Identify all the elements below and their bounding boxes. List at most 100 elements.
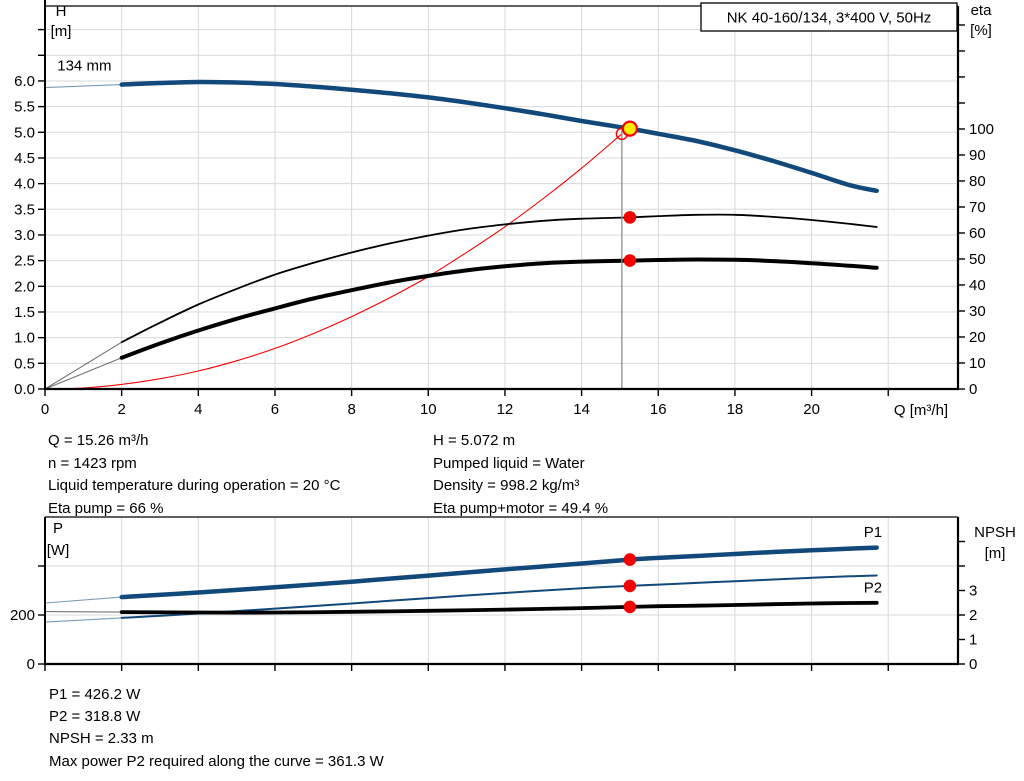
curve-label-134-mm: 134 mm bbox=[57, 58, 111, 75]
x-axis-title: Q [m³/h] bbox=[894, 402, 948, 419]
y-left-tick-label: 0 bbox=[27, 656, 35, 673]
y-left-axis-title: H bbox=[56, 3, 67, 20]
p1-curve-curve bbox=[119, 545, 879, 600]
eta-pump-curve bbox=[120, 213, 878, 344]
p1-curve-leader bbox=[44, 596, 122, 604]
x-tick-label: 18 bbox=[727, 401, 744, 418]
x-tick-label: 0 bbox=[41, 401, 49, 418]
series-npsh-curve bbox=[44, 600, 879, 615]
power-npsh-chart: 0 200 0 1 2 3 P1 P2 P [W] NPSH [m] bbox=[10, 516, 1016, 674]
y-left-tick-label: 1.0 bbox=[14, 330, 35, 347]
x-tick-label: 10 bbox=[420, 401, 437, 418]
series-p1-curve bbox=[44, 545, 879, 604]
series-p2-curve bbox=[44, 574, 878, 623]
y-left-tick-label: 2.5 bbox=[14, 253, 35, 270]
duty-point bbox=[621, 120, 639, 137]
power-npsh-readout: P1 = 426.2 W P2 = 318.8 W NPSH = 2.33 m … bbox=[49, 684, 384, 773]
readout-pumped-liquid: Pumped liquid = Water bbox=[433, 454, 585, 472]
y-right-tick-label: 80 bbox=[969, 173, 986, 190]
curve-label-p1: P1 bbox=[864, 524, 882, 541]
y-left-axis-title: P bbox=[53, 520, 63, 537]
duty-readout-left-column: Q = 15.26 m³/h n = 1423 rpm Liquid tempe… bbox=[48, 430, 340, 520]
y-right-tick-label: 2 bbox=[969, 607, 977, 624]
x-tick-label: 20 bbox=[803, 401, 820, 418]
readout-eta-pump-motor: Eta pump+motor = 49.4 % bbox=[433, 499, 609, 517]
y-left-tick-label: 4.5 bbox=[14, 150, 35, 167]
y-left-axis-title: [W] bbox=[47, 542, 70, 559]
y-left-axis-title: [m] bbox=[51, 23, 72, 40]
ticks bbox=[38, 540, 965, 671]
y-left-tick-label: 0.0 bbox=[14, 381, 35, 398]
eta-pump-motor-duty-dot bbox=[623, 254, 637, 267]
duty-readout-right-column: H = 5.072 m Pumped liquid = Water Densit… bbox=[433, 430, 608, 520]
y-right-tick-label: 1 bbox=[969, 632, 977, 649]
series-eta-pump-motor bbox=[44, 257, 879, 390]
eta-pump-motor-curve bbox=[119, 257, 879, 360]
axes bbox=[44, 516, 960, 666]
x-tick-label: 14 bbox=[573, 401, 590, 418]
eta-pump-duty-dot bbox=[623, 211, 637, 224]
tick-labels: 0 2 4 6 8 10 12 14 16 18 20 0.0 0.5 1.0 1.5 2.0 2.5 3.0 3.… bbox=[14, 73, 994, 418]
head-curve-134mm-curve bbox=[119, 79, 879, 194]
y-left-tick-label: 5.5 bbox=[14, 99, 35, 116]
y-right-tick-label: 3 bbox=[969, 583, 977, 600]
y-left-tick-label: 0.5 bbox=[14, 355, 35, 372]
y-right-tick-label: 100 bbox=[969, 121, 994, 138]
y-left-tick-label: 3.5 bbox=[14, 201, 35, 218]
readout-max-p2: Max power P2 required along the curve = … bbox=[49, 752, 384, 770]
p2-curve-curve bbox=[120, 574, 878, 619]
x-tick-label: 6 bbox=[271, 401, 279, 418]
x-tick-label: 4 bbox=[194, 401, 202, 418]
readout-npsh: NPSH = 2.33 m bbox=[49, 730, 154, 748]
qh-eta-chart: 0 2 4 6 8 10 12 14 16 18 20 0.0 0.5 1.0 1.5 2.0 2.5 3.0 3.… bbox=[14, 0, 994, 419]
readout-flow: Q = 15.26 m³/h bbox=[48, 432, 149, 449]
npsh-duty-dot bbox=[623, 600, 637, 614]
eta-pump-leader bbox=[44, 341, 122, 390]
npsh-curve-curve bbox=[119, 600, 879, 615]
y-left-tick-label: 5.0 bbox=[14, 124, 35, 141]
x-tick-label: 12 bbox=[497, 401, 514, 418]
y-left-tick-label: 3.0 bbox=[14, 227, 35, 244]
y-right-tick-label: 0 bbox=[969, 381, 977, 398]
y-right-tick-label: 40 bbox=[969, 277, 986, 294]
x-tick-label: 16 bbox=[650, 401, 667, 418]
series-system-curve bbox=[44, 133, 623, 390]
tick-labels: 0 200 0 1 2 3 bbox=[10, 583, 977, 674]
readout-density: Density = 998.2 kg/m³ bbox=[433, 477, 580, 495]
y-right-axis-title: [m] bbox=[985, 545, 1006, 562]
p2-duty-dot bbox=[623, 579, 637, 593]
ticks bbox=[38, 24, 965, 396]
y-right-tick-label: 50 bbox=[969, 251, 986, 268]
y-right-tick-label: 70 bbox=[969, 199, 986, 216]
x-tick-label: 2 bbox=[117, 401, 125, 418]
y-right-axis-title: [%] bbox=[970, 22, 992, 39]
y-right-tick-label: 30 bbox=[969, 303, 986, 320]
y-right-tick-label: 10 bbox=[969, 355, 986, 372]
readout-eta-pump: Eta pump = 66 % bbox=[48, 499, 164, 517]
y-right-tick-label: 0 bbox=[969, 656, 977, 673]
x-tick-label: 8 bbox=[347, 401, 355, 418]
y-left-tick-label: 200 bbox=[10, 607, 35, 624]
readout-head: H = 5.072 m bbox=[433, 432, 516, 449]
readout-p1: P1 = 426.2 W bbox=[49, 686, 141, 703]
grid bbox=[45, 6, 958, 389]
readout-speed: n = 1423 rpm bbox=[48, 454, 137, 472]
readout-p2: P2 = 318.8 W bbox=[49, 708, 141, 726]
grid bbox=[45, 517, 958, 664]
p1-duty-dot bbox=[623, 553, 637, 566]
y-left-tick-label: 6.0 bbox=[14, 73, 35, 90]
series-head-curve-134mm bbox=[44, 79, 879, 194]
y-right-tick-label: 60 bbox=[969, 225, 986, 242]
y-right-tick-label: 20 bbox=[969, 329, 986, 346]
y-left-tick-label: 2.0 bbox=[14, 278, 35, 295]
readout-liquid-temperature: Liquid temperature during operation = 20… bbox=[48, 477, 341, 495]
head-curve-134mm-leader bbox=[44, 84, 122, 89]
y-right-axis-title: eta bbox=[971, 2, 993, 19]
y-right-tick-label: 90 bbox=[969, 147, 986, 164]
p2-curve-leader bbox=[44, 617, 122, 623]
y-left-tick-label: 1.5 bbox=[14, 304, 35, 321]
curve-label-p2: P2 bbox=[864, 579, 882, 596]
npsh-curve-leader bbox=[44, 611, 122, 613]
